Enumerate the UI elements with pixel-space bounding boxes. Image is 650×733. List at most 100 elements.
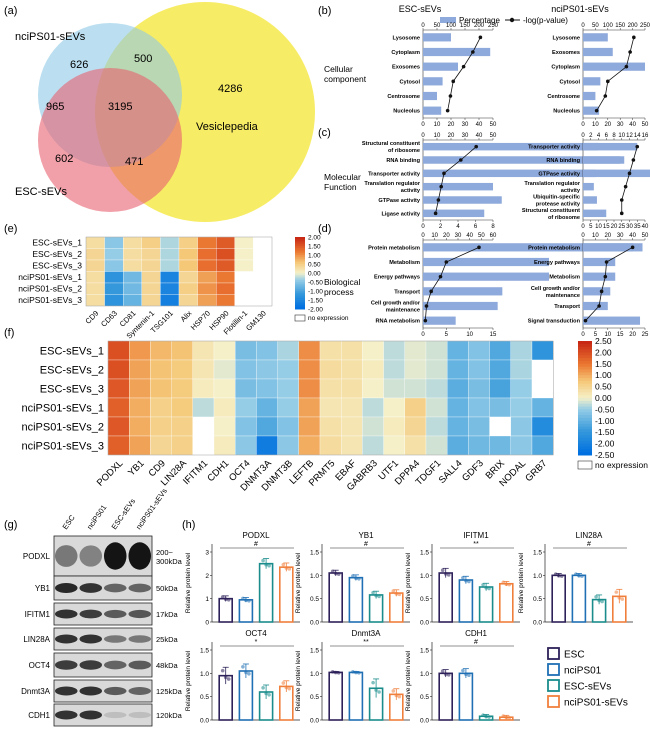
colorbar-tick: 2.50 [595, 336, 612, 346]
replicate-dot [484, 714, 488, 719]
colorbar-segment [295, 256, 305, 260]
colorbar-segment [578, 400, 592, 405]
heatmap-cell [213, 378, 236, 399]
colorbar-tick: 0.00 [595, 393, 612, 403]
heatmap-cell [160, 259, 180, 272]
venn-label-esc: ESC-sEVs [15, 186, 67, 198]
heatmap-cell [160, 248, 180, 261]
go-top-tick-label: 50 [434, 23, 441, 29]
wb-row: OCT4 48kDa [29, 652, 179, 678]
bar-y-label: Relative protein level [518, 552, 525, 613]
heatmap-cell [404, 435, 427, 456]
bar-chart-ifitm1: IFITM1** 0.0 0.5 1.0 1.5 Relative protein lev… [405, 531, 520, 627]
wb-band [54, 686, 78, 696]
heatmap-cell [234, 259, 254, 272]
colorbar-tick: 0.50 [308, 261, 321, 268]
go-top-tick-label: 0 [421, 133, 425, 139]
colorbar-tick: -1.50 [595, 427, 615, 437]
heatmap-cell [104, 282, 124, 295]
heatmap-cell [192, 435, 215, 456]
heatmap-cell [468, 416, 490, 437]
bar-chart-title: OCT4 [245, 629, 267, 638]
heatmap-cell [277, 397, 299, 418]
go-bar [423, 91, 437, 101]
bar-y-label: Relative protein level [405, 650, 412, 711]
heatmap-cell [298, 416, 321, 437]
heatmap-row-label: ESC-sEVs_2 [40, 364, 104, 376]
colorbar-segment [578, 363, 592, 368]
heatmap-cell [129, 397, 151, 418]
go-term-label: Translation regulator activity [364, 181, 421, 194]
colorbar-segment [295, 289, 305, 292]
colorbar-segment [578, 360, 592, 365]
bar-y-tick-label: 1.0 [533, 573, 542, 580]
colorbar-segment [578, 403, 592, 408]
colorbar-segment [295, 264, 305, 267]
heatmap-cell [104, 294, 124, 307]
heatmap-cell [160, 271, 180, 284]
go-bottom-tick-label: 0 [421, 122, 425, 128]
heatmap-cell [253, 271, 273, 284]
heatmap-cell [216, 282, 235, 295]
colorbar-segment [578, 432, 592, 436]
go-term-label: Cell growth and/or maintenance [531, 286, 581, 299]
bar-chart-cdh1: CDH1#0.0 0.5 1.0 1.5 Relative protein level [405, 629, 520, 725]
no-expression-label: no expression [308, 315, 349, 322]
venn-esc [38, 68, 182, 212]
go-term-label: Transport [394, 289, 420, 295]
heatmap-cell [197, 282, 217, 295]
colorbar-segment [295, 296, 305, 299]
venn-diagram: nciPS01-sEVs ESC-sEVs Vesiclepedia 626 5… [15, 2, 315, 222]
bar-y-label: Relative protein level [185, 552, 192, 613]
heatmap-cell [171, 340, 193, 361]
heatmap-cell [107, 435, 130, 456]
go-bar [583, 77, 601, 86]
go-term-label: Translation regulator activity [524, 181, 581, 194]
replicate-dot [220, 668, 225, 673]
heatmap-col-label: CD9 [83, 309, 100, 326]
heatmap-border [107, 340, 554, 456]
go-logp-point [631, 158, 636, 162]
go-top-tick-label: 50 [592, 23, 599, 29]
heatmap-cell [256, 435, 278, 456]
heatmap-cell [192, 416, 215, 437]
go-bar [423, 182, 493, 191]
go-bar [423, 272, 549, 281]
go-logp-point [628, 50, 632, 54]
bar [458, 672, 474, 721]
colorbar-segment [578, 343, 592, 348]
go-bottom-tick-label: 6 [474, 224, 478, 230]
go-term-label: Structural constituent of ribosome [362, 141, 420, 154]
go-legend-line-label: -log(p-value) [523, 16, 568, 25]
go-top-tick-label: 50 [642, 233, 649, 239]
replicate-dot [281, 562, 286, 567]
go-logp-point [623, 184, 628, 189]
heatmap-cell [107, 340, 130, 361]
go-bar [583, 156, 621, 164]
go-term-label: Centrosome [387, 94, 420, 100]
heatmap-cell [447, 378, 469, 399]
heatmap-cell [425, 340, 448, 361]
heatmap-cell [216, 248, 235, 261]
colorbar-segment [578, 380, 592, 385]
colorbar-segment [295, 291, 305, 294]
heatmap-cell [216, 294, 235, 307]
heatmap-cell [319, 378, 342, 399]
wb-band [103, 686, 127, 696]
bar [238, 599, 254, 623]
heatmap-cell [141, 259, 161, 272]
heatmap-cell [123, 259, 142, 272]
heatmap-cell [234, 236, 254, 249]
wb-row: IFITM1 17kDa [25, 602, 179, 626]
bar-y-tick-label: 1.0 [420, 671, 429, 678]
replicate-dot [440, 568, 445, 572]
colorbar-tick: 0.50 [595, 382, 612, 392]
go-bottom-tick-label: 30 [626, 224, 633, 230]
heatmap-row-label: ESC-sEVs_3 [40, 383, 104, 395]
heatmap-row-label: nciPS01-sEVs_1 [21, 402, 104, 414]
bar [218, 597, 233, 623]
go-logp-point [436, 198, 441, 202]
legend-swatch [547, 663, 560, 676]
go-term-label: RNA metabolism [375, 319, 420, 325]
colorbar-segment [295, 247, 305, 251]
